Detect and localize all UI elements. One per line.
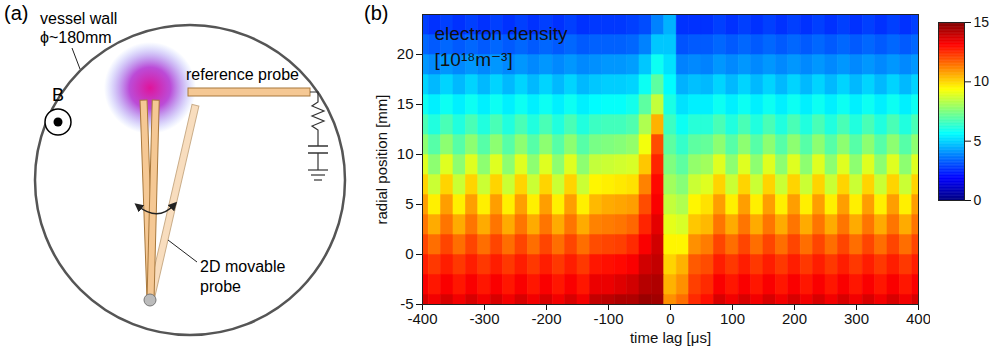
svg-text:20: 20: [397, 45, 414, 62]
svg-text:10: 10: [397, 145, 414, 162]
svg-text:time lag [μs]: time lag [μs]: [630, 329, 711, 346]
svg-text:0: 0: [405, 245, 413, 262]
svg-text:2D movable: 2D movable: [200, 258, 285, 275]
svg-text:10: 10: [974, 73, 990, 89]
svg-text:400: 400: [906, 310, 930, 327]
svg-text:-300: -300: [469, 310, 499, 327]
svg-text:-100: -100: [593, 310, 623, 327]
svg-text:200: 200: [782, 310, 807, 327]
svg-text:5: 5: [974, 133, 982, 149]
svg-text:radial position [mm]: radial position [mm]: [373, 94, 390, 224]
svg-text:15: 15: [974, 14, 990, 30]
svg-text:reference probe: reference probe: [186, 66, 299, 83]
svg-text:5: 5: [405, 195, 413, 212]
svg-text:probe: probe: [200, 278, 241, 295]
svg-text:electron density: electron density: [435, 23, 569, 44]
svg-text:100: 100: [720, 310, 745, 327]
svg-text:-400: -400: [407, 310, 437, 327]
svg-text:B: B: [52, 85, 64, 105]
html-text:(b): (b): [364, 2, 389, 24]
svg-text:300: 300: [844, 310, 869, 327]
svg-text:0: 0: [666, 310, 674, 327]
html-text:(a): (a): [4, 2, 29, 24]
svg-text:0: 0: [974, 192, 982, 208]
svg-text:ϕ~180mm: ϕ~180mm: [40, 29, 112, 46]
svg-text:[10¹⁸m⁻³]: [10¹⁸m⁻³]: [435, 49, 513, 70]
svg-text:-200: -200: [531, 310, 561, 327]
svg-text:-5: -5: [400, 295, 414, 313]
svg-text:15: 15: [397, 95, 414, 112]
svg-text:vessel wall: vessel wall: [40, 10, 117, 27]
